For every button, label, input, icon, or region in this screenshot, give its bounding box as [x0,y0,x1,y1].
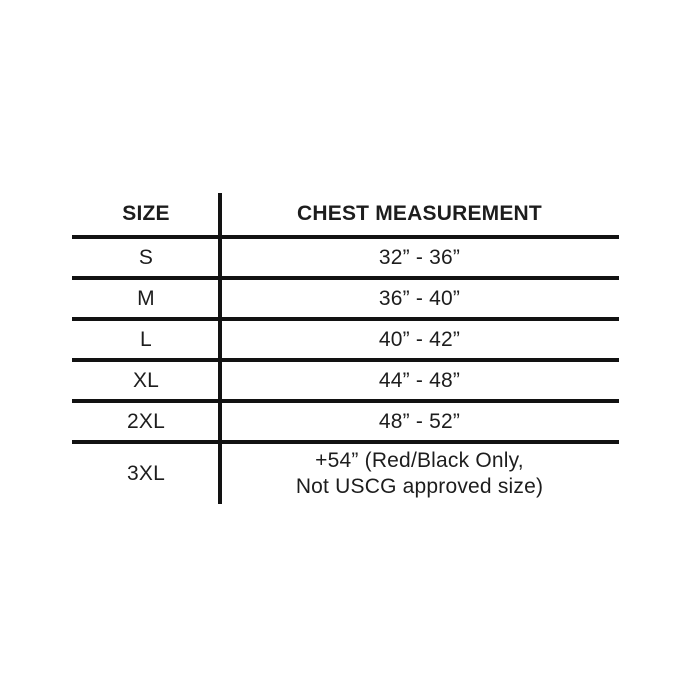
header-size-label: SIZE [122,202,170,226]
header-chest-measurement-label: CHEST MEASUREMENT [297,202,542,226]
measurement-value: 36” - 40” [378,286,461,310]
measurement-value: 44” - 48” [378,368,461,392]
measurement-cell: 32” - 36” [220,239,619,276]
size-value: S [138,245,154,269]
size-chart-table: SIZE CHEST MEASUREMENT S 32” - 36” M 36”… [72,193,619,504]
measurement-cell: 40” - 42” [220,321,619,358]
size-cell: 3XL [72,444,220,504]
table-row: M 36” - 40” [72,280,619,321]
table-row: L 40” - 42” [72,321,619,362]
size-cell: XL [72,362,220,399]
size-value: 2XL [127,409,165,433]
measurement-cell: 44” - 48” [220,362,619,399]
table-row: 3XL +54” (Red/Black Only, Not USCG appro… [72,444,619,504]
table-row: 2XL 48” - 52” [72,403,619,444]
header-cell-size: SIZE [72,193,220,235]
size-cell: S [72,239,220,276]
size-value: XL [132,368,160,392]
measurement-value: 48” - 52” [378,409,461,433]
size-cell: L [72,321,220,358]
size-cell: M [72,280,220,317]
measurement-cell: +54” (Red/Black Only, Not USCG approved … [220,444,619,504]
measurement-cell: 48” - 52” [220,403,619,440]
table-header-row: SIZE CHEST MEASUREMENT [72,193,619,239]
table-row: S 32” - 36” [72,239,619,280]
size-value: M [137,286,155,310]
measurement-value: 40” - 42” [378,327,461,351]
size-value: L [140,327,152,351]
measurement-value: 32” - 36” [378,245,461,269]
measurement-cell: 36” - 40” [220,280,619,317]
measurement-value: +54” (Red/Black Only, Not USCG approved … [295,449,544,498]
size-cell: 2XL [72,403,220,440]
table-row: XL 44” - 48” [72,362,619,403]
size-value: 3XL [127,462,165,486]
column-divider-line [218,193,222,504]
header-cell-chest-measurement: CHEST MEASUREMENT [220,193,619,235]
